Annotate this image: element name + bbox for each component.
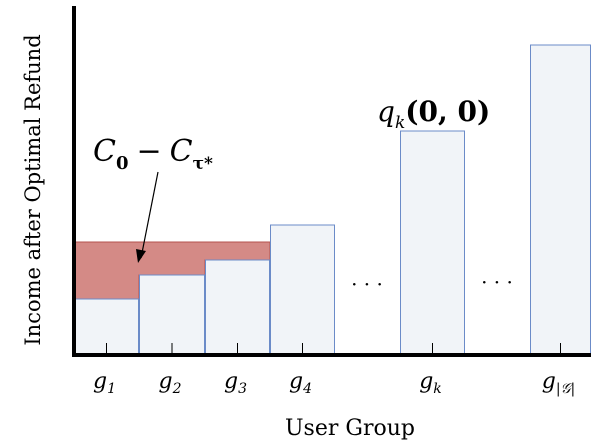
bars-layer [74, 44, 591, 356]
label-c0-base: C [93, 134, 116, 169]
tick-label-g4: g4 [289, 369, 312, 397]
label-c0-sub: 0 [116, 153, 129, 174]
ticks-layer: g1 g2 g3 g4 gk g|𝒢| [93, 343, 575, 397]
qk-args: (0, 0) [405, 95, 490, 128]
x-axis-label: User Group [285, 416, 415, 441]
y-axis-label: Income after Optimal Refund [21, 34, 45, 345]
bar-gk [400, 130, 465, 356]
annotation-arrow [140, 171, 159, 259]
shaded-region-label: C0− Cτ* [93, 134, 213, 174]
tick-label-g1: g1 [93, 369, 116, 397]
tick-label-gk: gk [419, 369, 442, 397]
tick-label-g|G|: g|𝒢| [542, 369, 576, 397]
bar-g|G| [530, 44, 591, 356]
bar-label-qk: qk(0, 0) [377, 95, 490, 133]
bar-g3 [205, 259, 270, 356]
bar-g2 [139, 274, 205, 356]
bar-g4 [270, 224, 335, 356]
ellipsis-right: · · · [481, 270, 513, 294]
ellipsis-left: · · · [351, 272, 383, 296]
label-ctau-sub: τ* [193, 154, 213, 174]
svg-text:C0−Cτ*: C0− Cτ* [93, 134, 213, 174]
qk-sub: k [395, 113, 405, 133]
tick-label-g3: g3 [224, 369, 247, 397]
label-minus: − [137, 134, 162, 169]
qk-fn: q [377, 95, 395, 128]
label-ctau-base: C [170, 134, 193, 169]
annotation-arrowhead [136, 249, 146, 263]
tick-label-g2: g2 [158, 369, 181, 397]
